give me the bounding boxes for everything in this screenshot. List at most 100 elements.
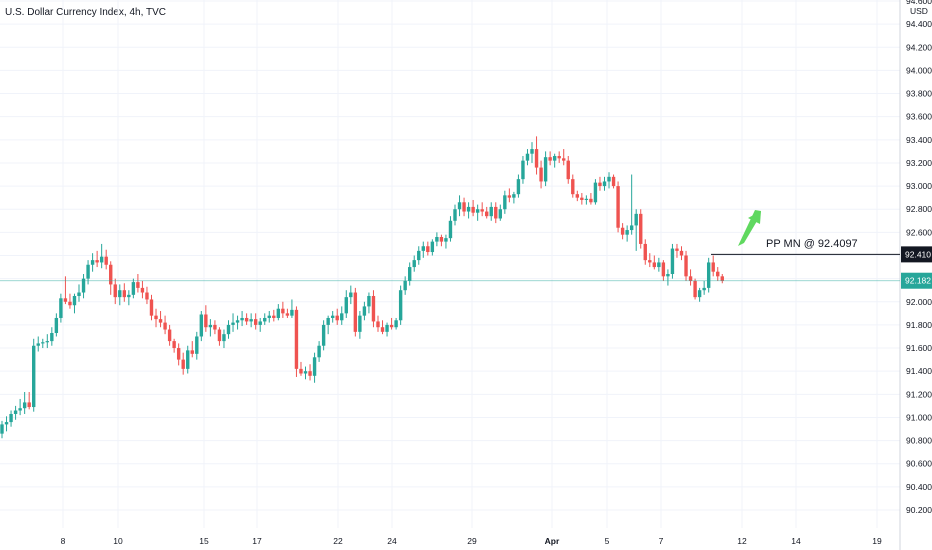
candle-body [41,342,45,344]
candle-body [593,182,598,203]
y-tick-label: 93.600 [906,112,932,122]
candle-body [485,211,489,217]
candle [59,293,63,323]
candle [240,311,244,327]
candle [104,249,108,270]
x-tick-label: 5 [605,536,610,546]
candle [602,176,607,191]
candle-body [675,248,679,251]
candle-body [186,350,190,369]
candle [457,195,462,217]
candle-body [639,213,643,244]
candle-body [539,167,543,182]
candle [172,338,176,353]
candle [321,320,326,351]
candle-body [167,329,172,342]
y-tick-label: 94.400 [906,19,932,29]
candle-body [326,317,330,325]
candle [131,278,136,299]
candle-body [571,179,575,195]
candle [362,301,367,321]
y-tick-label: 91.200 [906,389,932,399]
candle [720,274,724,284]
candle [534,136,539,175]
x-tick-label: 10 [113,536,123,546]
candle-body [475,209,480,213]
candle [335,308,339,325]
candle-body [109,264,113,285]
candle-body [367,295,371,307]
last-price-tag-bg [901,272,932,289]
x-tick-label: 14 [791,536,801,546]
candle [643,239,647,265]
candle [340,306,344,325]
candle [326,315,330,335]
candle-body [394,320,398,328]
candle [145,286,149,305]
candle-body [643,243,647,261]
candle [702,280,706,295]
y-tick-label: 91.600 [906,343,932,353]
candle [140,280,145,299]
candle-body [417,250,421,261]
candle-body [530,149,534,154]
candle-body [408,267,412,281]
candle-body [263,317,267,322]
candle [462,197,466,217]
candle-body [226,324,231,335]
candle-body [543,157,548,182]
candle [308,364,312,381]
candle [195,331,199,360]
x-tick-label: 22 [333,536,343,546]
candle-body [507,195,512,198]
candle-body [598,182,602,187]
candle [81,274,86,299]
candle [231,313,235,332]
time-axis[interactable]: 8 10 15 17 22 24 29 Apr 5 7 12 14 19 [61,536,882,546]
candle [408,262,412,286]
candle [22,392,27,414]
candle-body [330,315,335,318]
candle-body [376,321,380,328]
candle-body [50,333,54,342]
candle-body [340,313,344,321]
candle-body [616,186,620,228]
candle [99,243,104,269]
candle-body [398,290,403,321]
candle [118,284,122,306]
candle-body [204,314,208,328]
candle-body [308,371,312,376]
candle [616,181,620,233]
candle-body [602,181,607,187]
candle [661,260,666,281]
candle-body [104,256,108,265]
candle-body [281,308,285,314]
candle [267,311,271,323]
candle [670,243,675,279]
x-tick-label: 8 [61,536,66,546]
candle [9,410,13,427]
candle-body [435,236,439,242]
candle [276,304,281,321]
candle [679,246,684,261]
candle [290,299,294,318]
candle-body [679,250,684,256]
candle [566,156,570,184]
candle-body [208,324,213,328]
candle-body [512,194,516,198]
candle-body [68,301,72,306]
y-tick-label: 90.200 [906,505,932,515]
candle [625,225,629,242]
x-tick-label: 17 [252,536,262,546]
candle [312,352,317,383]
candle-body [317,345,321,358]
candle-body [195,336,199,354]
candle-body [426,246,430,253]
candle [525,149,530,166]
candle [149,294,154,321]
candle-body [27,402,31,408]
candle [235,315,240,330]
candle [611,174,616,189]
candle [186,345,190,374]
